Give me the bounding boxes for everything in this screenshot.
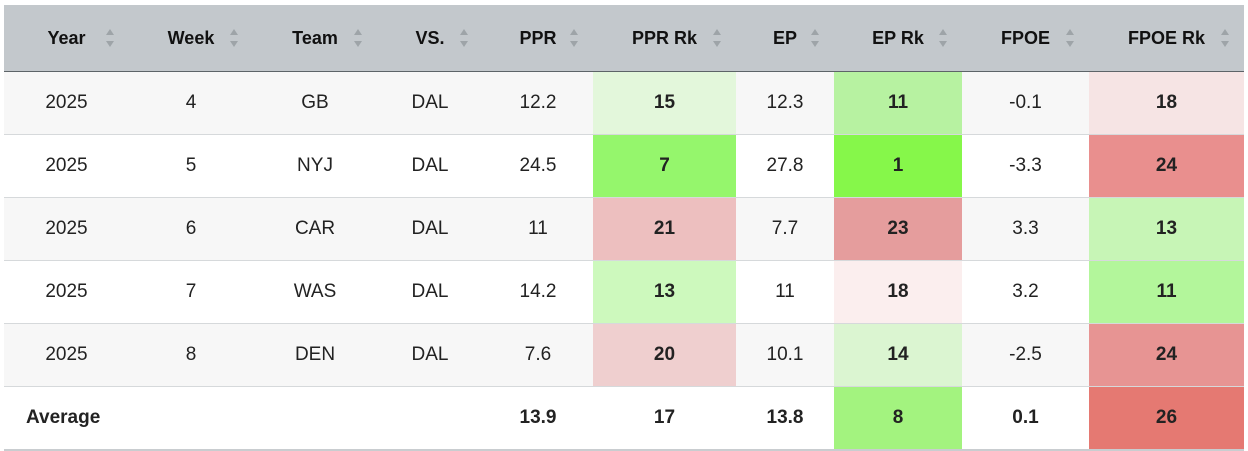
cell-ep: 12.3	[736, 71, 834, 135]
average-fpoe-rk: 26	[1089, 386, 1244, 451]
cell-ppr-rk: 21	[593, 197, 736, 261]
col-header-label: VS.	[415, 27, 445, 48]
col-header-fpoe-rk[interactable]: FPOE Rk	[1089, 5, 1244, 72]
table-row: 2025 6 CAR DAL 11 21 7.7 23 3.3 13	[4, 197, 1244, 261]
col-header-ppr-rk[interactable]: PPR Rk	[593, 5, 736, 72]
cell-ppr: 14.2	[483, 260, 593, 324]
header-row: Year Week Team VS. PPR PPR Rk EP EP Rk F…	[4, 5, 1244, 72]
cell-year: 2025	[4, 197, 129, 261]
cell-team: DEN	[253, 323, 377, 387]
cell-ppr: 7.6	[483, 323, 593, 387]
cell-fpoe-rk: 11	[1089, 260, 1244, 324]
cell-ppr-rk: 7	[593, 134, 736, 198]
table-row: 2025 5 NYJ DAL 24.5 7 27.8 1 -3.3 24	[4, 134, 1244, 198]
cell-fpoe: -3.3	[962, 134, 1089, 198]
cell-ppr: 11	[483, 197, 593, 261]
col-header-vs[interactable]: VS.	[377, 5, 483, 72]
col-header-label: FPOE	[1000, 27, 1050, 48]
table-row: 2025 4 GB DAL 12.2 15 12.3 11 -0.1 18	[4, 71, 1244, 135]
col-header-ep[interactable]: EP	[736, 5, 834, 72]
cell-ep-rk: 1	[834, 134, 962, 198]
col-header-label: EP Rk	[872, 27, 924, 48]
cell-team-empty	[253, 386, 377, 451]
cell-week: 5	[129, 134, 253, 198]
sort-updown-icon[interactable]	[1065, 27, 1075, 49]
average-row: Average 13.9 17 13.8 8 0.1 26	[4, 386, 1244, 451]
col-header-label: Year	[47, 27, 86, 48]
col-header-label: Team	[292, 27, 338, 48]
cell-year: 2025	[4, 71, 129, 135]
sort-updown-icon[interactable]	[569, 27, 579, 49]
cell-vs-empty	[377, 386, 483, 451]
cell-ep-rk: 18	[834, 260, 962, 324]
col-header-label: PPR	[519, 27, 557, 48]
cell-fpoe-rk: 13	[1089, 197, 1244, 261]
cell-year: 2025	[4, 323, 129, 387]
cell-vs: DAL	[377, 197, 483, 261]
cell-ep: 27.8	[736, 134, 834, 198]
table-row: 2025 8 DEN DAL 7.6 20 10.1 14 -2.5 24	[4, 323, 1244, 387]
cell-team: NYJ	[253, 134, 377, 198]
col-header-ep-rk[interactable]: EP Rk	[834, 5, 962, 72]
cell-team: CAR	[253, 197, 377, 261]
cell-ep-rk: 11	[834, 71, 962, 135]
cell-year: 2025	[4, 134, 129, 198]
sort-updown-icon[interactable]	[938, 27, 948, 49]
col-header-label: Week	[167, 27, 215, 48]
col-header-year[interactable]: Year	[4, 5, 129, 72]
cell-vs: DAL	[377, 323, 483, 387]
cell-year: 2025	[4, 260, 129, 324]
weekly-stats-table: Year Week Team VS. PPR PPR Rk EP EP Rk F…	[4, 5, 1244, 451]
col-header-label: PPR Rk	[631, 27, 698, 48]
cell-week: 6	[129, 197, 253, 261]
cell-vs: DAL	[377, 134, 483, 198]
cell-ep: 7.7	[736, 197, 834, 261]
cell-ppr-rk: 20	[593, 323, 736, 387]
sort-updown-icon[interactable]	[459, 27, 469, 49]
average-ep: 13.8	[736, 386, 834, 451]
col-header-fpoe[interactable]: FPOE	[962, 5, 1089, 72]
sort-updown-icon[interactable]	[712, 27, 722, 49]
cell-ep-rk: 14	[834, 323, 962, 387]
average-ppr: 13.9	[483, 386, 593, 451]
cell-vs: DAL	[377, 71, 483, 135]
cell-ppr: 24.5	[483, 134, 593, 198]
average-fpoe: 0.1	[962, 386, 1089, 451]
cell-week: 8	[129, 323, 253, 387]
col-header-ppr[interactable]: PPR	[483, 5, 593, 72]
cell-ep-rk: 23	[834, 197, 962, 261]
cell-fpoe-rk: 24	[1089, 323, 1244, 387]
cell-team: WAS	[253, 260, 377, 324]
average-ep-rk: 8	[834, 386, 962, 451]
cell-fpoe: -0.1	[962, 71, 1089, 135]
sort-updown-icon[interactable]	[1220, 27, 1230, 49]
cell-week: 4	[129, 71, 253, 135]
cell-fpoe: 3.2	[962, 260, 1089, 324]
cell-ppr-rk: 15	[593, 71, 736, 135]
cell-team: GB	[253, 71, 377, 135]
table-row: 2025 7 WAS DAL 14.2 13 11 18 3.2 11	[4, 260, 1244, 324]
cell-fpoe-rk: 18	[1089, 71, 1244, 135]
col-header-team[interactable]: Team	[253, 5, 377, 72]
col-header-label: EP	[772, 27, 797, 48]
average-ppr-rk: 17	[593, 386, 736, 451]
sort-updown-icon[interactable]	[810, 27, 820, 49]
sort-updown-icon[interactable]	[229, 27, 239, 49]
cell-fpoe-rk: 24	[1089, 134, 1244, 198]
col-header-week[interactable]: Week	[129, 5, 253, 72]
cell-ppr: 12.2	[483, 71, 593, 135]
col-header-label: FPOE Rk	[1127, 27, 1206, 48]
cell-ep: 11	[736, 260, 834, 324]
sort-updown-icon[interactable]	[353, 27, 363, 49]
cell-ppr-rk: 13	[593, 260, 736, 324]
cell-ep: 10.1	[736, 323, 834, 387]
cell-fpoe: 3.3	[962, 197, 1089, 261]
sort-updown-icon[interactable]	[105, 27, 115, 49]
cell-vs: DAL	[377, 260, 483, 324]
cell-week: 7	[129, 260, 253, 324]
cell-fpoe: -2.5	[962, 323, 1089, 387]
average-label: Average	[4, 386, 253, 451]
